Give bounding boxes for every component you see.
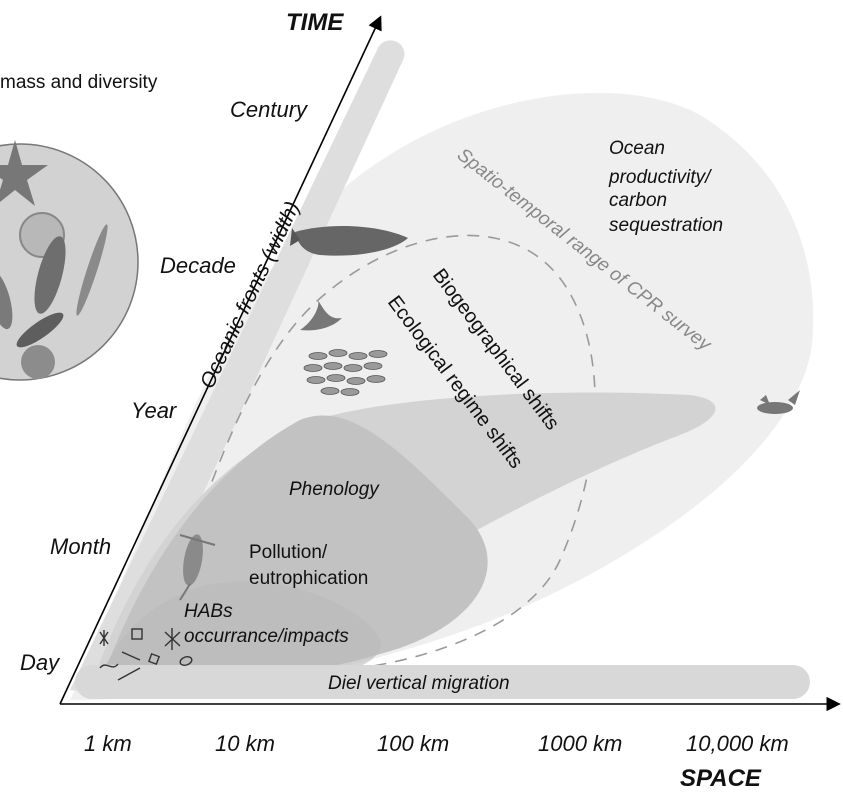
time-axis-title: TIME — [286, 9, 344, 36]
time-tick-decade: Decade — [160, 253, 236, 278]
space-axis-title: SPACE — [680, 765, 762, 792]
ocean-productivity-line-2: productivity/ — [608, 167, 712, 188]
larva-icon — [76, 224, 108, 316]
fish-school-icon — [303, 349, 388, 396]
space-tick-10000km: 10,000 km — [686, 731, 789, 756]
organism-icon — [0, 270, 13, 330]
cpr-range-outline — [148, 234, 596, 675]
whale-icon — [290, 226, 408, 256]
oceanic-fronts-bar — [70, 40, 405, 696]
space-tick-1000km: 1000 km — [538, 731, 622, 756]
cpr-device-icon — [757, 390, 800, 414]
habs-region — [95, 581, 381, 693]
time-tick-year: Year — [131, 398, 178, 423]
space-tick-10km: 10 km — [215, 731, 275, 756]
copepod-icon — [34, 236, 66, 314]
pollution-line-1: Pollution/ — [249, 542, 328, 563]
phytoplankton-icons — [99, 628, 193, 681]
ocean-productivity-line-4: sequestration — [609, 215, 723, 236]
seabird-icon — [300, 300, 342, 331]
phenology-label: Phenology — [289, 479, 380, 500]
space-tick-100km: 100 km — [377, 731, 449, 756]
inset-caption: mass and diversity — [0, 72, 158, 93]
ocean-productivity-line-3: carbon — [609, 190, 667, 211]
time-tick-century: Century — [230, 97, 309, 122]
diel-migration-label: Diel vertical migration — [328, 673, 510, 694]
diel-migration-bar — [75, 665, 810, 699]
radiolarian-icon — [21, 345, 55, 379]
time-axis — [59, 15, 382, 705]
habs-line-2: occurrance/impacts — [184, 626, 349, 647]
pollution-line-2: eutrophication — [249, 568, 368, 589]
plankton-inset — [0, 140, 139, 381]
time-tick-month: Month — [50, 534, 111, 559]
habs-line-1: HABs — [184, 601, 233, 622]
time-tick-day: Day — [20, 650, 61, 675]
shrimp-icon — [16, 312, 64, 348]
space-tick-1km: 1 km — [84, 731, 132, 756]
starfish-icon — [0, 140, 48, 206]
ocean-productivity-line-1: Ocean — [609, 138, 665, 159]
copepod-large-icon — [179, 534, 216, 601]
plankton-inset-circle — [0, 143, 139, 381]
